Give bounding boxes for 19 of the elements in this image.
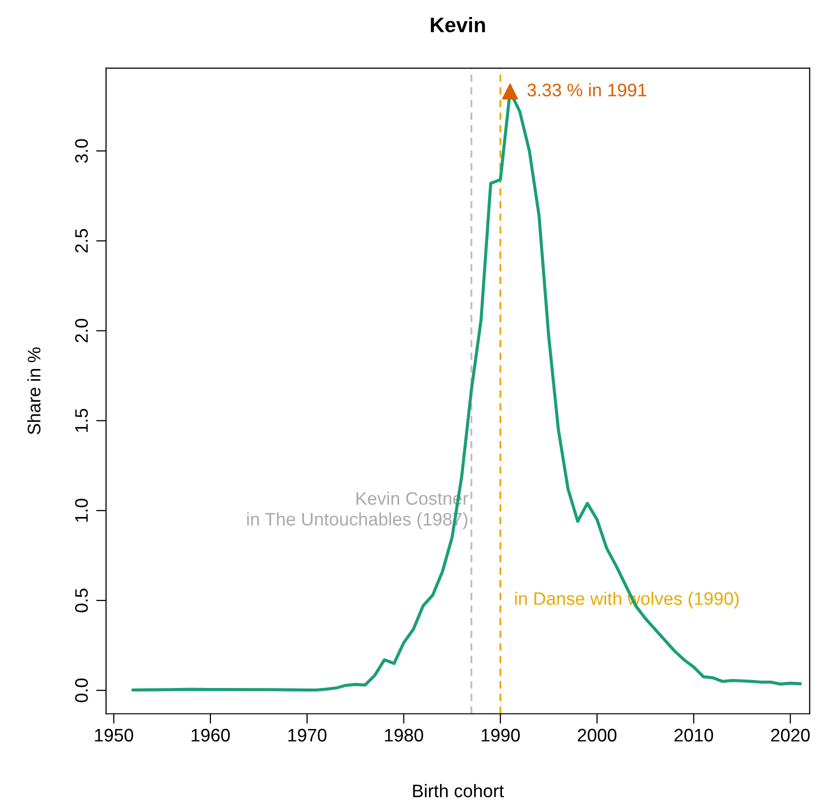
y-tick-label: 1.5 — [75, 408, 88, 432]
x-tick-label: 1970 — [288, 728, 326, 742]
annotation: 3.33 % in 1991 — [527, 83, 646, 96]
x-axis-title: Birth cohort — [413, 784, 504, 798]
x-tick-label: 1980 — [385, 728, 424, 742]
x-tick-label: 1990 — [482, 728, 520, 742]
y-tick-label: 3.0 — [75, 139, 88, 163]
y-tick-label: 0.0 — [75, 678, 88, 702]
y-tick-label: 2.5 — [75, 229, 88, 252]
y-tick-label: 1.0 — [75, 498, 88, 522]
x-tick-label: 1960 — [192, 728, 230, 742]
x-tick-label: 1950 — [95, 728, 134, 742]
y-tick-label: 0.5 — [75, 588, 88, 612]
y-tick-label: 2.0 — [75, 318, 88, 342]
x-tick-label: 2000 — [578, 728, 616, 742]
chart-title: Kevin — [430, 17, 485, 32]
x-tick-label: 2020 — [771, 728, 810, 742]
y-axis-title: Share in % — [27, 347, 40, 434]
x-tick-label: 2010 — [674, 728, 714, 742]
